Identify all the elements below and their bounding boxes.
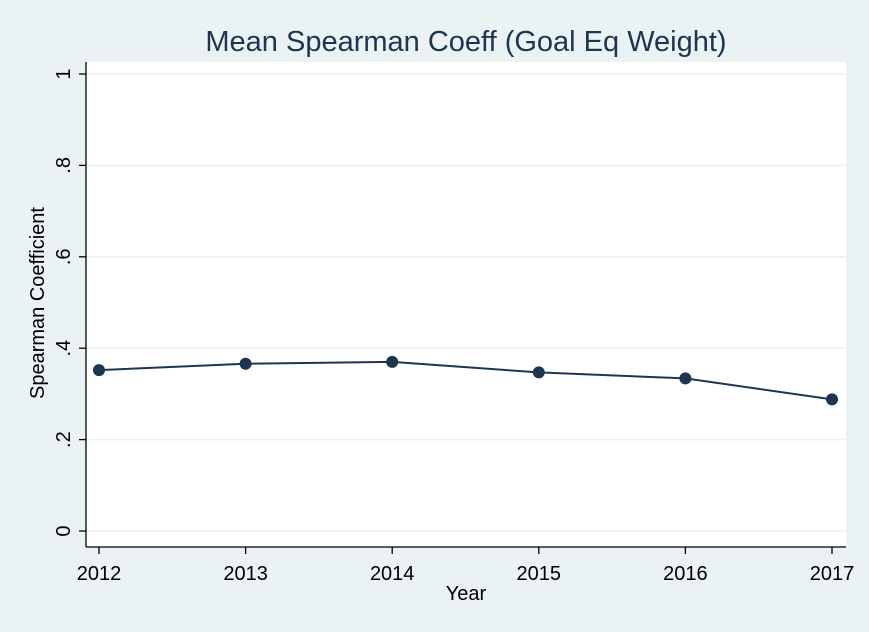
y-tick-label: .2 bbox=[53, 431, 75, 448]
x-tick-label: 2017 bbox=[810, 563, 855, 585]
x-tick-label: 2013 bbox=[223, 563, 268, 585]
x-tick-label: 2015 bbox=[517, 563, 562, 585]
y-tick-label: .6 bbox=[53, 248, 75, 265]
data-point bbox=[93, 364, 105, 377]
y-tick-label: .8 bbox=[53, 157, 75, 174]
x-tick-label: 2016 bbox=[663, 563, 708, 585]
plot-area bbox=[86, 62, 846, 547]
series-line bbox=[98, 360, 833, 401]
x-axis-title: Year bbox=[446, 583, 487, 605]
data-point bbox=[826, 393, 838, 406]
x-tick-label: 2012 bbox=[77, 563, 122, 585]
chart-title: Mean Spearman Coeff (Goal Eq Weight) bbox=[205, 26, 726, 58]
y-tick-label: 1 bbox=[53, 68, 75, 79]
data-point bbox=[386, 355, 399, 368]
gridlines bbox=[86, 73, 846, 532]
y-tick-label: 0 bbox=[53, 525, 75, 536]
y-tick-label: .4 bbox=[53, 340, 75, 357]
x-tick-label: 2014 bbox=[370, 563, 415, 585]
data-point bbox=[679, 372, 692, 385]
y-axis-title: Spearman Coefficient bbox=[27, 207, 49, 399]
data-point bbox=[239, 357, 252, 370]
data-point bbox=[532, 366, 545, 379]
axes: 0 .2 .4 .6 .8 1 2012 2013 2014 2015 2016 2017 bbox=[53, 62, 854, 585]
series bbox=[93, 355, 838, 406]
